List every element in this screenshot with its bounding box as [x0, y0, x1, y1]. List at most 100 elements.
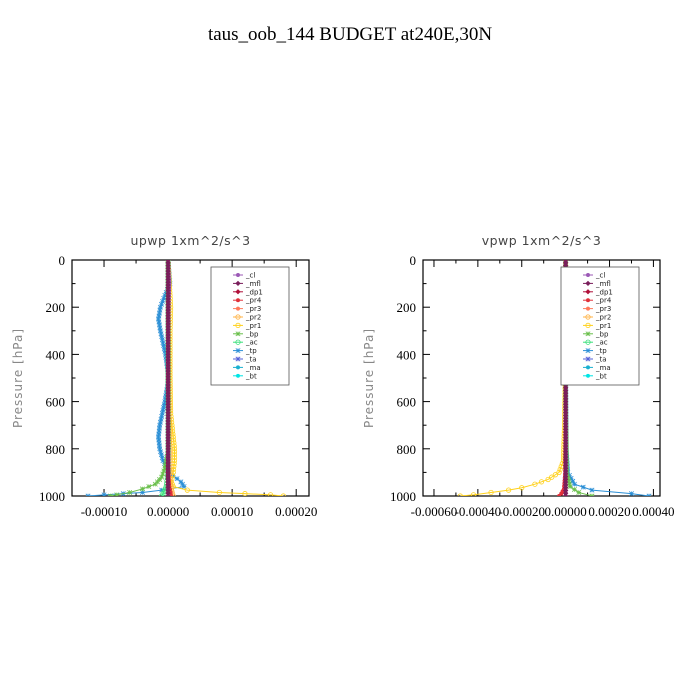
legend-marker [235, 331, 241, 337]
legend-item-tp: _tp [233, 347, 257, 355]
series-bp-point [567, 484, 573, 490]
series-tp-point [161, 402, 167, 408]
series-pr1-point [242, 491, 248, 496]
legend-label: _pr3 [245, 305, 261, 313]
legend-item-bt: _bt [233, 372, 257, 380]
legend-label: _bt [245, 372, 257, 380]
legend-item-cl: _cl [233, 272, 255, 280]
legend-label: _pr2 [595, 314, 611, 322]
series-bp-point [114, 492, 120, 496]
legend-label: _ac [245, 339, 258, 347]
legend-marker [236, 306, 240, 311]
series-tp-point [156, 310, 162, 316]
legend-label: _pr4 [595, 297, 612, 305]
legend-item-mfl: _mfl [233, 280, 261, 288]
x-tick-label: 0.00000 [545, 504, 587, 519]
series-pr1-point [170, 469, 176, 475]
series-tp-point [156, 437, 162, 443]
legend-label: _dp1 [245, 288, 263, 296]
legend-marker [585, 356, 591, 362]
x-tick-label: 0.00010 [211, 504, 253, 519]
panel-title: upwp 1xm^2/s^3 [130, 233, 250, 248]
legend: _cl_mfl_dp1_pr4_pr3_pr2_pr1_bp_ac_tp_ta_… [560, 266, 640, 386]
series-pr1-point [280, 493, 286, 496]
legend-label: _tp [595, 347, 607, 355]
y-tick-label: 800 [397, 442, 417, 457]
series-mfl [165, 260, 171, 496]
series-tp-point [157, 325, 163, 331]
series-tp-point [159, 410, 165, 416]
legend-marker [586, 373, 590, 378]
legend-marker [585, 280, 591, 287]
legend-item-ac: _ac [233, 339, 258, 347]
series-bp-point [139, 486, 145, 492]
series-pr1-point [557, 466, 563, 473]
upwp-panel: upwp 1xm^2/s^3 Pressure [hPa] 0 200 400 600 80… [11, 233, 317, 519]
series-pr1-point [216, 489, 222, 496]
legend-item-tp: _tp [583, 347, 607, 355]
legend-label: _pr2 [245, 314, 261, 322]
y-axis-label: Pressure [hPa] [362, 328, 376, 428]
series-pr1-point [171, 449, 178, 455]
series-tp-point [628, 491, 634, 496]
series-bp-point [159, 474, 165, 480]
legend-item-pr4: _pr4 [233, 297, 262, 305]
legend-item-pr1: _pr1 [583, 322, 611, 330]
legend-label: _pr1 [245, 322, 261, 330]
series-pr1-point [470, 492, 477, 496]
series-tp-point [162, 348, 168, 354]
plot-area [85, 260, 286, 496]
series-tp-point [568, 475, 574, 481]
series-tp-point [178, 479, 184, 485]
series-tp-point [159, 337, 165, 343]
series-tp-point [180, 481, 185, 487]
series-ac-point [159, 493, 165, 496]
series-tp-point [158, 416, 164, 422]
legend-label: _bt [595, 372, 607, 380]
series-tp-point [156, 322, 162, 328]
series-tp-point [157, 446, 163, 452]
legend-marker [236, 365, 240, 370]
series-tp-point [156, 428, 162, 434]
legend-marker [236, 273, 240, 277]
legend-marker [585, 322, 591, 328]
legend-label: _bp [595, 330, 609, 338]
legend-marker [585, 339, 591, 345]
series-tp-point [161, 346, 167, 351]
y-tick-label: 400 [46, 347, 66, 362]
y-tick-label: 0 [410, 253, 417, 268]
series-tp-point [161, 405, 167, 410]
legend-item-pr3: _pr3 [233, 305, 261, 313]
series-tp-point [159, 413, 165, 419]
legend-label: _cl [595, 272, 605, 280]
legend-item-ta: _ta [233, 356, 257, 364]
series-ac-point [161, 488, 167, 494]
legend-item-dp1: _dp1 [583, 288, 613, 296]
legend-item-mfl: _mfl [583, 280, 611, 288]
series-bp-point [160, 471, 166, 477]
series-tp-point [157, 328, 163, 334]
series-pr1-point [171, 457, 178, 464]
series-tp-point [161, 343, 167, 349]
series-tp-point [571, 481, 577, 487]
legend-item-pr4: _pr4 [583, 297, 612, 305]
legend-marker [236, 373, 240, 378]
series-tp-point [162, 292, 168, 298]
series-tp-point [160, 298, 166, 304]
legend-marker [586, 273, 590, 277]
y-tick-label: 600 [397, 395, 417, 410]
legend-item-pr3: _pr3 [583, 305, 611, 313]
series-tp-point [160, 458, 166, 464]
series-tp-point [155, 434, 161, 440]
series-tp-point [162, 396, 168, 402]
series-tp-point [570, 478, 576, 484]
legend-item-bt: _bt [583, 372, 607, 380]
series-pr1-point [171, 455, 178, 461]
series-pr1-point [505, 487, 512, 493]
series-tp-point [157, 304, 163, 310]
legend-item-cl: _cl [583, 272, 605, 280]
series-pr1-point [170, 434, 176, 440]
legend-label: _pr3 [595, 305, 611, 313]
series-tp-point [159, 334, 165, 340]
